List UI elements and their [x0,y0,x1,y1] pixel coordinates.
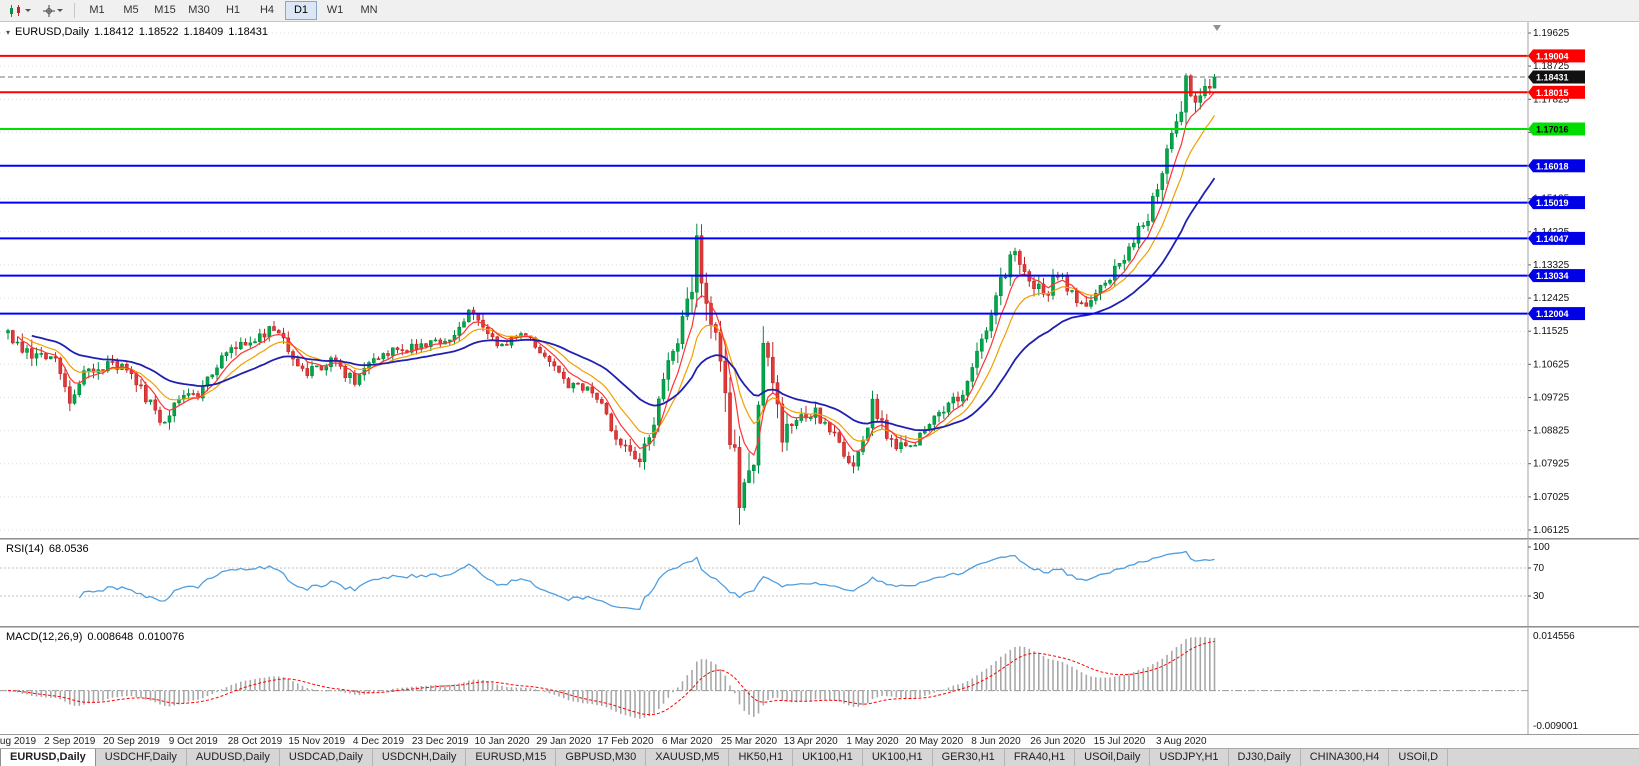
rsi-canvas[interactable]: 100 70 30 [0,540,1639,626]
svg-text:1.13034: 1.13034 [1536,271,1569,281]
rsi-label: RSI(14) 68.0536 [6,543,89,555]
rsi-line [79,552,1214,610]
collapse-chart-icon[interactable]: ▾ [6,28,10,37]
rsi-panel: 100 70 30 RSI(14) 68.0536 [0,540,1639,626]
chart-shift-marker [1213,25,1221,31]
chart-tab-dj30-daily[interactable]: DJ30,Daily [1229,749,1301,766]
candlestick-chart-icon [9,5,23,17]
price-axis-label: 1.11525 [1533,326,1569,337]
timeframe-button-m1[interactable]: M1 [81,1,113,20]
chart-tab-usoil-daily[interactable]: USOil,Daily [1075,749,1150,766]
chart-tab-audusd-daily[interactable]: AUDUSD,Daily [187,749,280,766]
quote-high: 1.18522 [139,26,179,38]
price-tag-1.18015: 1.18015 [1528,86,1585,99]
svg-text:1.12004: 1.12004 [1536,309,1569,319]
chart-type-button[interactable] [4,1,36,21]
chart-tab-gbpusd-m30[interactable]: GBPUSD,M30 [556,749,646,766]
price-tag-1.15019: 1.15019 [1528,196,1585,209]
macd-signal-value: 0.010076 [138,631,184,643]
svg-text:1.16018: 1.16018 [1536,161,1569,171]
svg-text:1.17016: 1.17016 [1536,125,1569,135]
price-chart-canvas[interactable]: 1.196251.187251.178251.169251.160251.151… [0,22,1639,538]
toolbar-separator [74,3,75,18]
price-axis-label: 1.07925 [1533,459,1570,470]
svg-text:1.18015: 1.18015 [1536,88,1569,98]
time-axis: 14 Aug 20192 Sep 201920 Sep 20199 Oct 20… [0,734,1639,748]
quote-low: 1.18409 [184,26,224,38]
macd-panel: 0.014556 -0.009001 MACD(12,26,9) 0.008648… [0,628,1639,734]
chart-tab-china300-h4[interactable]: CHINA300,H4 [1301,749,1390,766]
rsi-name: RSI(14) [6,543,44,555]
svg-text:1.18431: 1.18431 [1536,73,1569,83]
quote-close: 1.18431 [228,26,268,38]
chart-tab-eurusd-daily[interactable]: EURUSD,Daily [0,749,96,766]
chart-tab-xauusd-m5[interactable]: XAUUSD,M5 [646,749,729,766]
macd-axis-bottom: -0.009001 [1533,721,1578,732]
rsi-axis-label: 70 [1533,563,1545,574]
chart-tabs-bar: EURUSD,DailyUSDCHF,DailyAUDUSD,DailyUSDC… [0,748,1639,766]
price-axis-label: 1.06125 [1533,525,1570,536]
price-tag-1.18431: 1.18431 [1528,71,1585,84]
price-axis-label: 1.08825 [1533,426,1570,437]
chart-tab-usdchf-daily[interactable]: USDCHF,Daily [96,749,187,766]
svg-text:1.15019: 1.15019 [1536,198,1569,208]
chart-tab-usdcnh-daily[interactable]: USDCNH,Daily [373,749,467,766]
price-axis-label: 1.10625 [1533,359,1570,370]
crosshair-cursor-icon [43,5,55,17]
top-toolbar: M1M5M15M30H1H4D1W1MN [0,0,1639,22]
cursor-tool-button[interactable] [38,1,68,21]
chart-tab-uk100-h1[interactable]: UK100,H1 [793,749,863,766]
macd-label: MACD(12,26,9) 0.008648 0.010076 [6,631,184,643]
quote-open: 1.18412 [94,26,134,38]
rsi-value: 68.0536 [49,543,89,555]
chevron-down-icon [25,9,31,12]
timeframe-button-m15[interactable]: M15 [149,1,181,20]
date-label: 3 Aug 2020 [1144,736,1218,747]
chevron-down-icon [57,9,63,12]
macd-axis-top: 0.014556 [1533,631,1575,642]
macd-name: MACD(12,26,9) [6,631,82,643]
main-chart-panel: 1.196251.187251.178251.169251.160251.151… [0,22,1639,538]
timeframe-button-h4[interactable]: H4 [251,1,283,20]
chart-tab-usdcad-daily[interactable]: USDCAD,Daily [280,749,373,766]
price-tag-1.17016: 1.17016 [1528,123,1585,136]
ma-fast-line [18,92,1215,455]
chart-title: ▾ EURUSD,Daily 1.18412 1.18522 1.18409 1… [6,26,268,38]
price-axis-label: 1.07025 [1533,492,1570,503]
price-tag-1.16018: 1.16018 [1528,159,1585,172]
chart-tab-hk50-h1[interactable]: HK50,H1 [729,749,793,766]
macd-main-value: 0.008648 [87,631,133,643]
macd-canvas[interactable]: 0.014556 -0.009001 [0,628,1639,734]
timeframe-button-h1[interactable]: H1 [217,1,249,20]
chart-tab-ger30-h1[interactable]: GER30,H1 [933,749,1005,766]
chart-tab-usoil-d[interactable]: USOil,D [1389,749,1448,766]
price-tag-1.19004: 1.19004 [1528,49,1585,62]
rsi-axis-label: 100 [1533,542,1550,553]
price-axis-label: 1.19625 [1533,28,1570,39]
svg-text:1.14047: 1.14047 [1536,234,1569,244]
price-tag-1.13034: 1.13034 [1528,269,1585,282]
timeframe-button-m30[interactable]: M30 [183,1,215,20]
chart-symbol-label: EURUSD,Daily [15,26,89,38]
price-axis-label: 1.09725 [1533,393,1570,404]
chart-tab-fra40-h1[interactable]: FRA40,H1 [1005,749,1075,766]
chart-tab-uk100-h1[interactable]: UK100,H1 [863,749,933,766]
timeframe-buttons: M1M5M15M30H1H4D1W1MN [81,1,385,20]
timeframe-button-mn[interactable]: MN [353,1,385,20]
price-tag-1.12004: 1.12004 [1528,307,1585,320]
price-axis-label: 1.18725 [1533,61,1570,72]
svg-text:1.19004: 1.19004 [1536,51,1569,61]
chart-tab-usdjpy-h1[interactable]: USDJPY,H1 [1150,749,1228,766]
chart-tab-eurusd-m15[interactable]: EURUSD,M15 [466,749,556,766]
rsi-axis-label: 30 [1533,591,1545,602]
timeframe-button-m5[interactable]: M5 [115,1,147,20]
timeframe-button-d1[interactable]: D1 [285,1,317,20]
price-axis-label: 1.12425 [1533,293,1570,304]
price-tag-1.14047: 1.14047 [1528,232,1585,245]
timeframe-button-w1[interactable]: W1 [319,1,351,20]
